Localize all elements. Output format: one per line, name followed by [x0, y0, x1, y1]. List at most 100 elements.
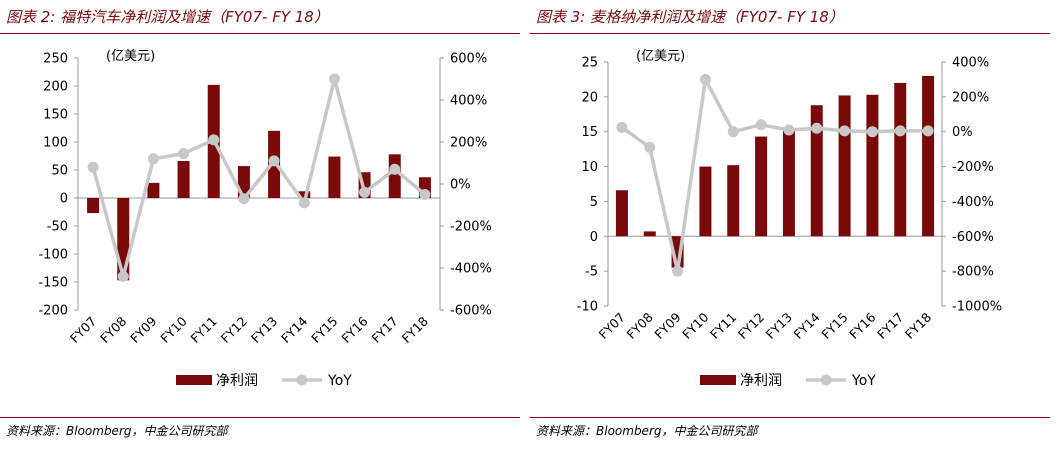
- left-tick-label: -150: [38, 276, 68, 291]
- x-tick-label: FY15: [308, 314, 340, 346]
- x-tick-label: FY10: [679, 309, 711, 341]
- right-tick-label: -600%: [952, 230, 994, 245]
- x-tick-label: FY13: [248, 314, 280, 346]
- left-tick-label: 15: [581, 125, 598, 140]
- left-tick-label: -50: [47, 220, 68, 235]
- chart-panel-ford: 图表 2: 福特汽车净利润及增速（FY07- FY 18） (亿美元) 250 20…: [0, 0, 520, 472]
- bar-FY08: [643, 231, 656, 237]
- bar-FY12: [755, 136, 768, 237]
- x-tick-label: FY07: [596, 310, 628, 342]
- yoy-point-FY14: [811, 122, 823, 134]
- left-tick-label: 150: [43, 108, 68, 123]
- chart-panel-magna: 图表 3: 麦格纳净利润及增速（FY07- FY 18） (亿美元) 25 20 15…: [530, 0, 1050, 472]
- yoy-point-FY16: [359, 186, 371, 198]
- x-tick-label: FY18: [902, 309, 934, 341]
- chart-title: 图表 2: 福特汽车净利润及增速（FY07- FY 18）: [6, 8, 329, 26]
- bar-FY10: [177, 161, 190, 198]
- x-tick-label: FY11: [188, 314, 220, 346]
- source-note: 资料来源：Bloomberg，中金公司研究部: [536, 424, 758, 438]
- left-tick-label: 0: [60, 192, 68, 207]
- right-tick-label: -400%: [450, 262, 492, 277]
- bar-FY08: [117, 198, 130, 281]
- bar-FY13: [782, 128, 795, 237]
- right-tick-label: -400%: [952, 195, 994, 210]
- left-tick-label: 50: [51, 164, 68, 179]
- yoy-point-FY14: [298, 197, 310, 209]
- legend-bar-label: 净利润: [216, 373, 258, 389]
- left-tick-label: 250: [43, 52, 68, 67]
- x-tick-label: FY08: [97, 313, 129, 345]
- source-note: 资料来源：Bloomberg，中金公司研究部: [6, 424, 228, 438]
- ford-chart: (亿美元) 250 200 150 100 50 0 -50 -100 -150 -200 600% 4…: [38, 49, 492, 389]
- x-tick-label: FY15: [818, 310, 850, 342]
- legend-bar-swatch: [176, 375, 212, 385]
- source-divider: [0, 417, 520, 418]
- x-tick-label: FY13: [763, 310, 795, 342]
- yoy-point-FY13: [783, 124, 795, 136]
- right-tick-label: 200%: [450, 136, 487, 151]
- bar-FY15: [328, 156, 341, 198]
- right-tick-label: 400%: [952, 56, 989, 71]
- legend-line-marker: [296, 374, 308, 386]
- left-tick-label: -5: [585, 265, 598, 280]
- right-tick-label: -1000%: [952, 300, 1002, 315]
- left-tick-label: 0: [590, 230, 598, 245]
- bar-FY09: [147, 182, 160, 198]
- bar-FY07: [87, 198, 100, 214]
- x-tick-label: FY12: [218, 314, 250, 346]
- bar-FY07: [615, 190, 628, 237]
- left-tick-label: 10: [581, 160, 598, 175]
- x-tick-label: FY09: [651, 309, 683, 341]
- yoy-point-FY13: [268, 155, 280, 167]
- left-tick-label: 5: [590, 195, 598, 210]
- yoy-point-FY12: [238, 193, 250, 205]
- left-tick-label: -10: [577, 300, 598, 315]
- x-tick-label: FY18: [399, 313, 431, 345]
- yoy-point-FY07: [616, 121, 628, 133]
- left-tick-label: -100: [38, 248, 68, 263]
- right-tick-label: -800%: [952, 265, 994, 280]
- x-tick-label: FY12: [735, 310, 767, 342]
- bar-FY14: [298, 191, 311, 198]
- yoy-line: [620, 77, 929, 273]
- x-tick-label: FY10: [157, 313, 189, 345]
- right-tick-label: 0%: [450, 178, 471, 193]
- legend-bar-label: 净利润: [740, 373, 782, 389]
- yoy-point-FY07: [87, 161, 99, 173]
- yoy-point-FY10: [178, 148, 190, 160]
- unit-label: (亿美元): [636, 49, 685, 64]
- yoy-point-FY11: [727, 126, 739, 138]
- source-divider: [530, 417, 1050, 418]
- yoy-point-FY15: [328, 73, 340, 85]
- yoy-line: [91, 77, 427, 279]
- x-tick-label: FY14: [791, 309, 823, 341]
- left-tick-label: -200: [38, 304, 68, 319]
- bar-FY17: [388, 154, 401, 198]
- x-tick-label: FY17: [369, 314, 401, 346]
- left-tick-label: 100: [43, 136, 68, 151]
- yoy-point-FY17: [894, 125, 906, 137]
- bar-FY15: [838, 95, 851, 237]
- right-tick-label: -200%: [450, 220, 492, 235]
- yoy-point-FY08: [117, 270, 129, 282]
- bar-FY14: [810, 105, 823, 237]
- left-tick-label: 25: [581, 56, 598, 71]
- right-tick-label: 600%: [450, 52, 487, 67]
- yoy-point-FY12: [755, 119, 767, 131]
- x-tick-label: FY16: [338, 313, 370, 345]
- bar-FY18: [922, 75, 935, 237]
- bar-FY11: [727, 165, 740, 237]
- left-tick-label: 20: [581, 90, 598, 105]
- legend-line-marker: [820, 374, 832, 386]
- yoy-point-FY08: [644, 141, 656, 153]
- magna-chart: (亿美元) 25 20 15 10 5 0 -5 -10 400% 200% 0% -200% -400%…: [577, 49, 1002, 389]
- x-tick-label: FY07: [67, 314, 99, 346]
- bar-FY10: [699, 166, 712, 237]
- x-tick-label: FY16: [846, 309, 878, 341]
- x-tick-label: FY09: [127, 313, 159, 345]
- x-tick-label: FY17: [874, 310, 906, 342]
- bar-FY16: [866, 94, 879, 237]
- yoy-point-FY17: [389, 163, 401, 175]
- legend-bar-swatch: [700, 375, 736, 385]
- chart-title: 图表 3: 麦格纳净利润及增速（FY07- FY 18）: [536, 8, 844, 26]
